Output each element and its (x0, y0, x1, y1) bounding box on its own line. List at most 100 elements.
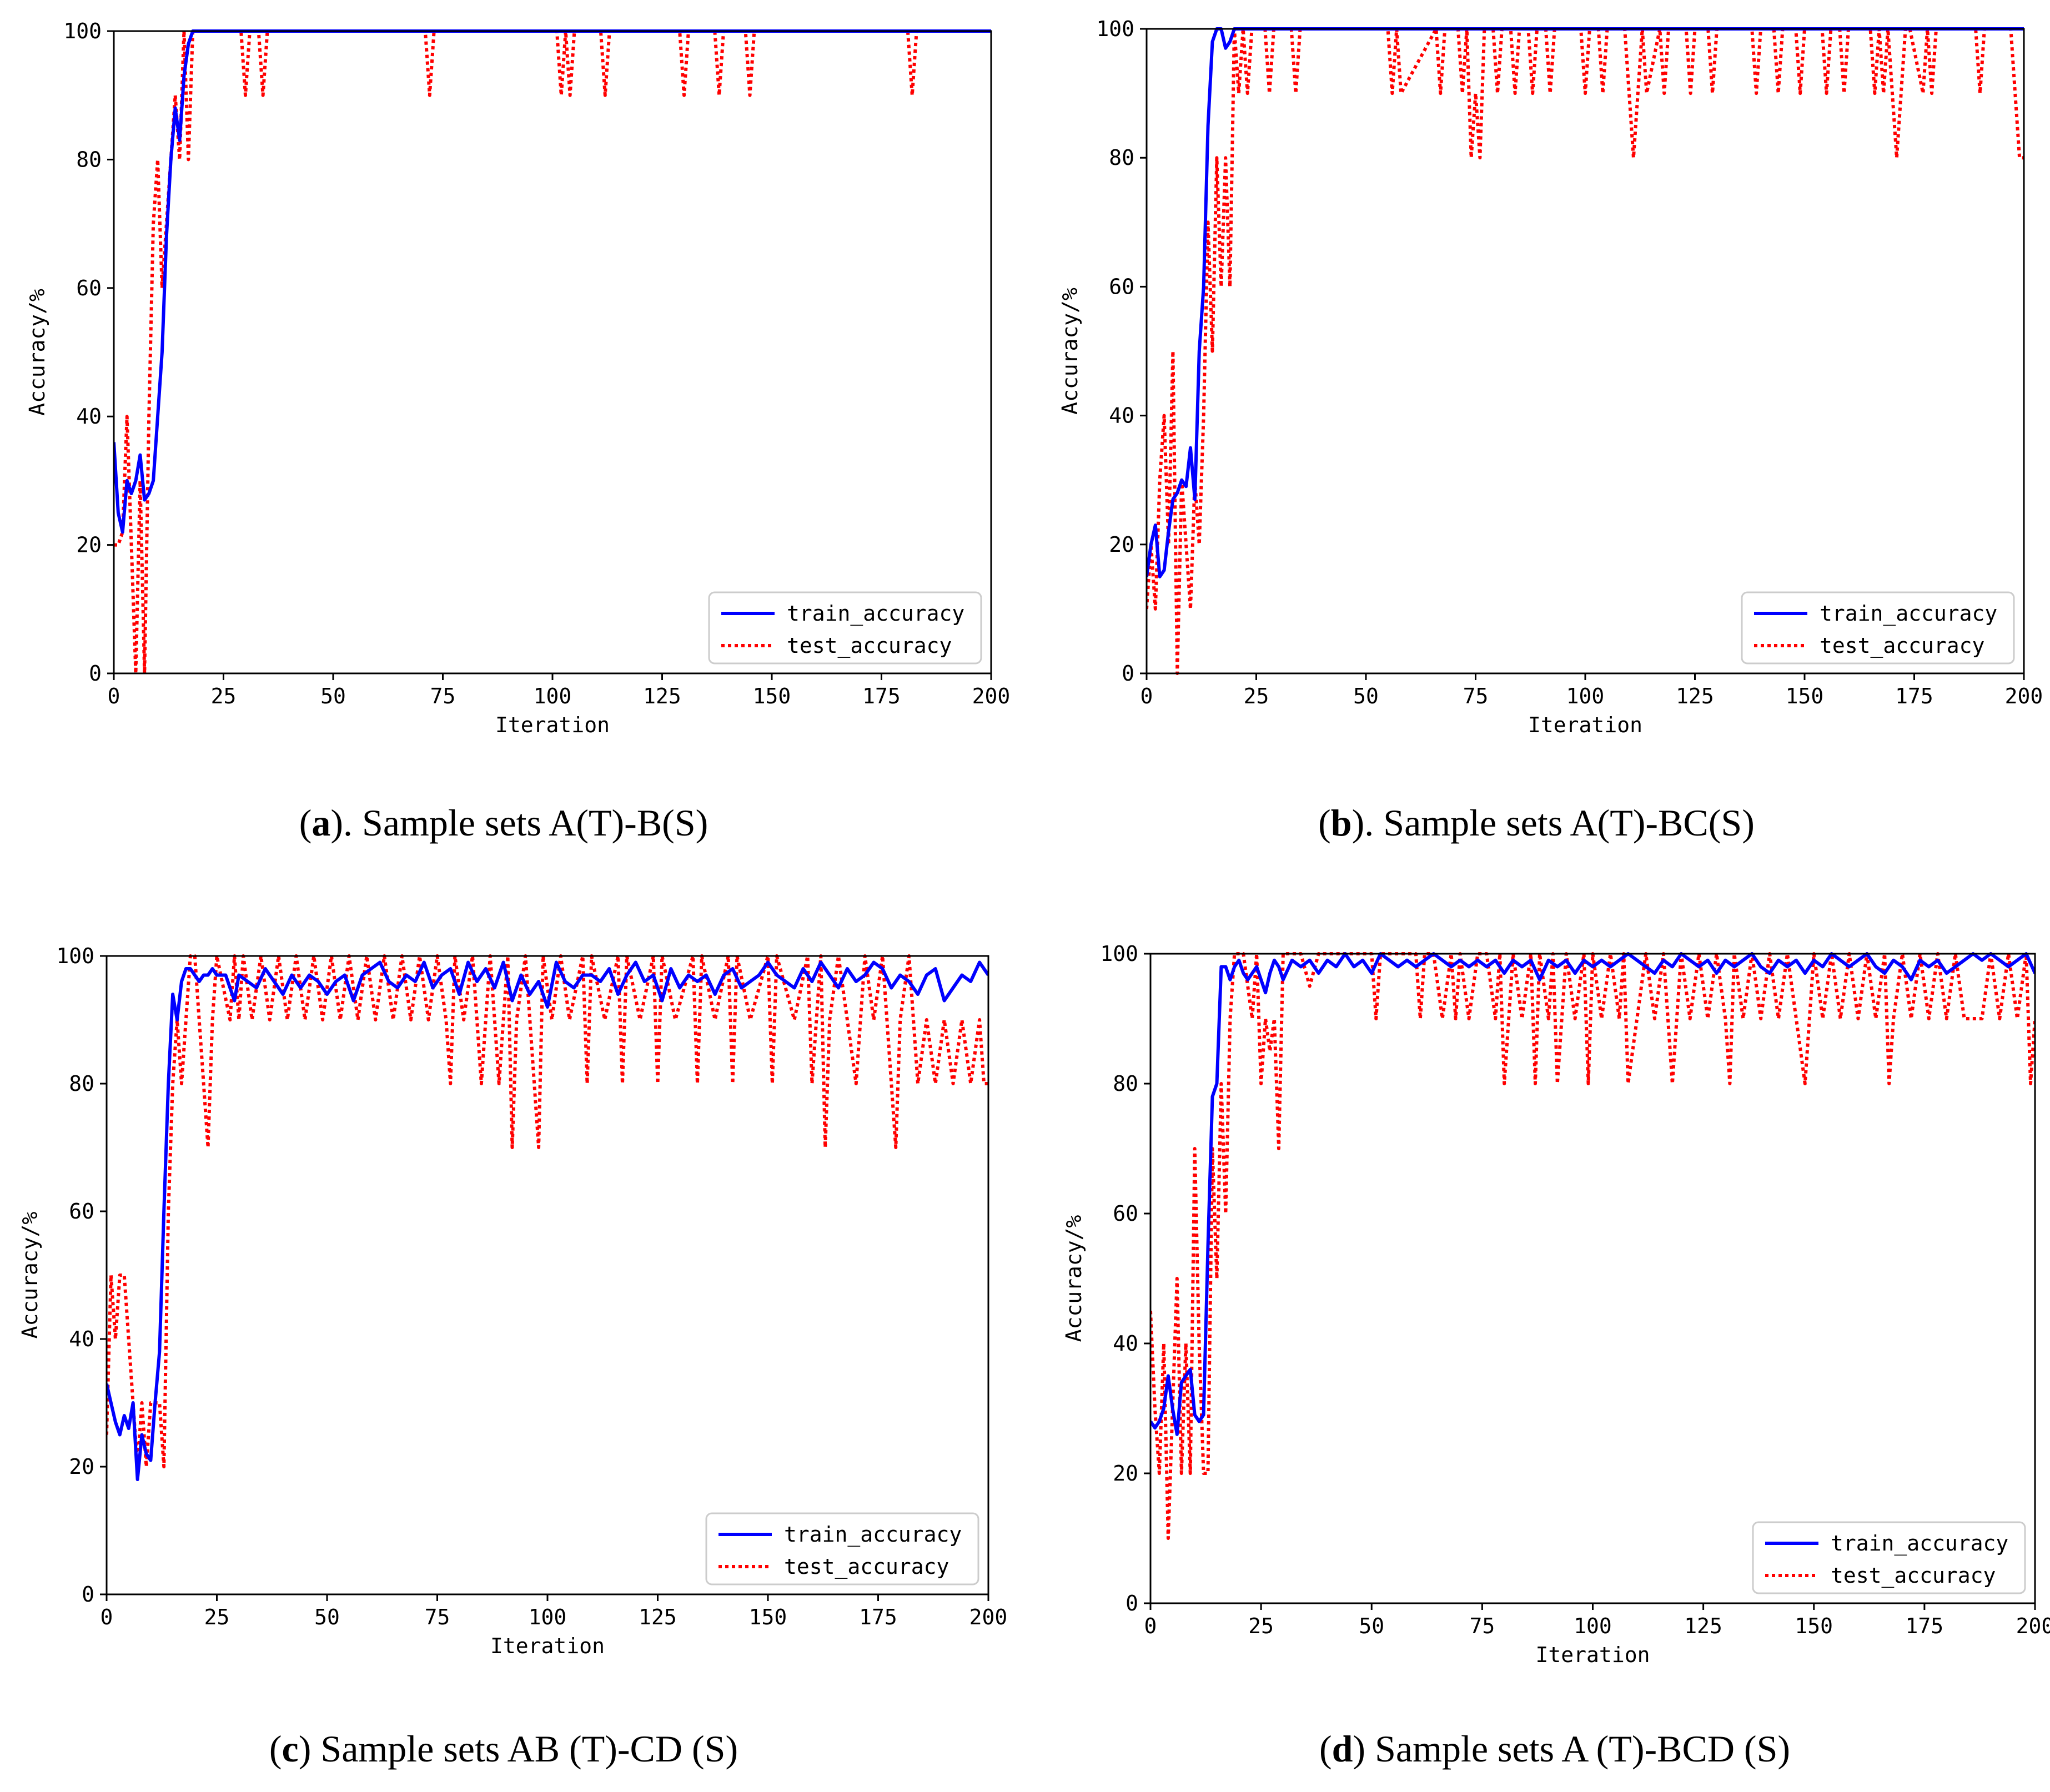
series-line-test-accuracy (114, 29, 991, 675)
plot-frame (113, 30, 992, 674)
y-tick-label: 60 (69, 1199, 94, 1224)
caption-text: ). Sample sets A(T)-B(S) (330, 802, 708, 844)
caption-text: ) Sample sets A (T)-BCD (S) (1353, 1728, 1790, 1770)
x-tick-label: 100 (529, 1605, 567, 1629)
y-tick-label: 60 (1113, 1201, 1138, 1226)
y-tick-label: 40 (69, 1327, 94, 1351)
y-tick-label: 20 (1109, 532, 1134, 557)
y-tick-label: 80 (76, 147, 102, 172)
legend-label-train-accuracy: train_accuracy (784, 1522, 962, 1547)
series-line-test-accuracy (1147, 27, 2024, 675)
legend-label-test-accuracy: test_accuracy (1820, 633, 1984, 658)
x-tick-label: 200 (2016, 1614, 2050, 1638)
x-tick-label: 50 (1353, 684, 1379, 708)
y-tick-label: 100 (63, 19, 102, 43)
y-tick-label: 20 (76, 533, 102, 557)
y-axis-label: Accuracy/% (25, 289, 49, 416)
panel-caption: (a). Sample sets A(T)-B(S) (299, 802, 709, 844)
y-tick-label: 80 (1113, 1071, 1138, 1096)
x-axis-label: Iteration (490, 1634, 605, 1658)
x-tick-label: 150 (749, 1605, 787, 1629)
x-tick-label: 0 (1144, 1614, 1157, 1638)
series-line-test-accuracy (107, 954, 988, 1468)
x-tick-label: 25 (1244, 684, 1269, 708)
x-tick-label: 50 (314, 1605, 340, 1629)
x-tick-label: 75 (1469, 1614, 1495, 1638)
series-line-train-accuracy (1147, 27, 2024, 578)
plot-frame (1145, 28, 2025, 674)
legend: train_accuracy test_accuracy (708, 591, 982, 665)
legend-box (1752, 1521, 2026, 1594)
x-tick-label: 0 (1140, 684, 1153, 708)
x-tick-label: 100 (534, 684, 572, 708)
x-tick-label: 175 (859, 1605, 897, 1629)
series-line-test-accuracy (1150, 952, 2035, 1540)
y-tick-label: 100 (1096, 17, 1134, 41)
plot-frame (105, 955, 989, 1595)
chart-panel-b: 0 25 50 75 100 125 150 175 200 0 20 40 60 80 100 Iterat… (1058, 17, 2043, 844)
legend: train_accuracy test_accuracy (705, 1512, 979, 1585)
caption-open-paren: ( (1318, 802, 1331, 844)
y-tick-label: 60 (76, 276, 102, 300)
x-tick-label: 175 (1906, 1614, 1944, 1638)
y-axis-label: Accuracy/% (1062, 1215, 1086, 1342)
caption-letter: a (311, 802, 330, 844)
x-tick-label: 50 (320, 684, 346, 708)
legend-box (708, 591, 982, 665)
x-tick-label: 150 (1786, 684, 1824, 708)
caption-open-paren: ( (299, 802, 312, 844)
legend-label-train-accuracy: train_accuracy (1820, 601, 1997, 626)
x-tick-label: 75 (430, 684, 456, 708)
x-tick-label: 125 (639, 1605, 677, 1629)
y-tick-label: 0 (1126, 1591, 1138, 1615)
plot-frame (1149, 953, 2036, 1604)
x-tick-label: 50 (1359, 1614, 1384, 1638)
legend-box (1741, 591, 2015, 665)
y-tick-label: 100 (1100, 942, 1138, 966)
y-tick-label: 80 (69, 1071, 94, 1096)
y-tick-label: 0 (1122, 661, 1134, 686)
y-tick-label: 40 (1113, 1331, 1138, 1356)
y-axis-label: Accuracy/% (1058, 288, 1082, 415)
y-tick-label: 20 (1113, 1461, 1138, 1486)
chart-panel-c: 0 25 50 75 100 125 150 175 200 0 20 40 60 80 100 Iterat… (18, 944, 1007, 1770)
x-tick-label: 0 (101, 1605, 113, 1629)
panel-caption: (d) Sample sets A (T)-BCD (S) (1319, 1728, 1790, 1770)
series-line-train-accuracy (114, 29, 991, 534)
y-tick-label: 80 (1109, 145, 1134, 170)
caption-open-paren: ( (1319, 1728, 1332, 1770)
legend-box (705, 1512, 979, 1585)
x-tick-label: 25 (211, 684, 237, 708)
x-tick-label: 150 (753, 684, 791, 708)
x-axis-label: Iteration (1528, 713, 1642, 737)
legend-label-test-accuracy: test_accuracy (784, 1554, 949, 1579)
y-tick-label: 20 (69, 1454, 94, 1479)
legend: train_accuracy test_accuracy (1741, 591, 2015, 665)
series-line-train-accuracy (1150, 952, 2035, 1436)
x-tick-label: 150 (1795, 1614, 1833, 1638)
caption-open-paren: ( (269, 1728, 282, 1770)
caption-letter: d (1332, 1728, 1353, 1770)
x-axis-label: Iteration (495, 713, 610, 737)
caption-letter: c (282, 1728, 299, 1770)
y-tick-label: 40 (1109, 404, 1134, 428)
x-tick-label: 25 (1248, 1614, 1274, 1638)
y-axis-label: Accuracy/% (18, 1211, 42, 1338)
x-tick-label: 75 (1463, 684, 1489, 708)
caption-text: ). Sample sets A(T)-BC(S) (1352, 802, 1755, 844)
x-tick-label: 100 (1566, 684, 1605, 708)
legend-label-train-accuracy: train_accuracy (787, 601, 964, 626)
x-tick-label: 200 (972, 684, 1011, 708)
x-axis-label: Iteration (1536, 1643, 1650, 1667)
x-tick-label: 0 (108, 684, 120, 708)
x-tick-label: 25 (204, 1605, 230, 1629)
x-tick-label: 175 (1895, 684, 1933, 708)
x-tick-label: 175 (862, 684, 901, 708)
legend-label-test-accuracy: test_accuracy (1831, 1563, 1996, 1588)
x-tick-label: 200 (2005, 684, 2043, 708)
x-tick-label: 200 (969, 1605, 1008, 1629)
y-tick-label: 100 (56, 944, 94, 968)
chart-panel-d: 0 25 50 75 100 125 150 175 200 0 20 40 60 80 100 Iterat… (1062, 942, 2050, 1770)
panel-caption: (b). Sample sets A(T)-BC(S) (1318, 802, 1755, 844)
